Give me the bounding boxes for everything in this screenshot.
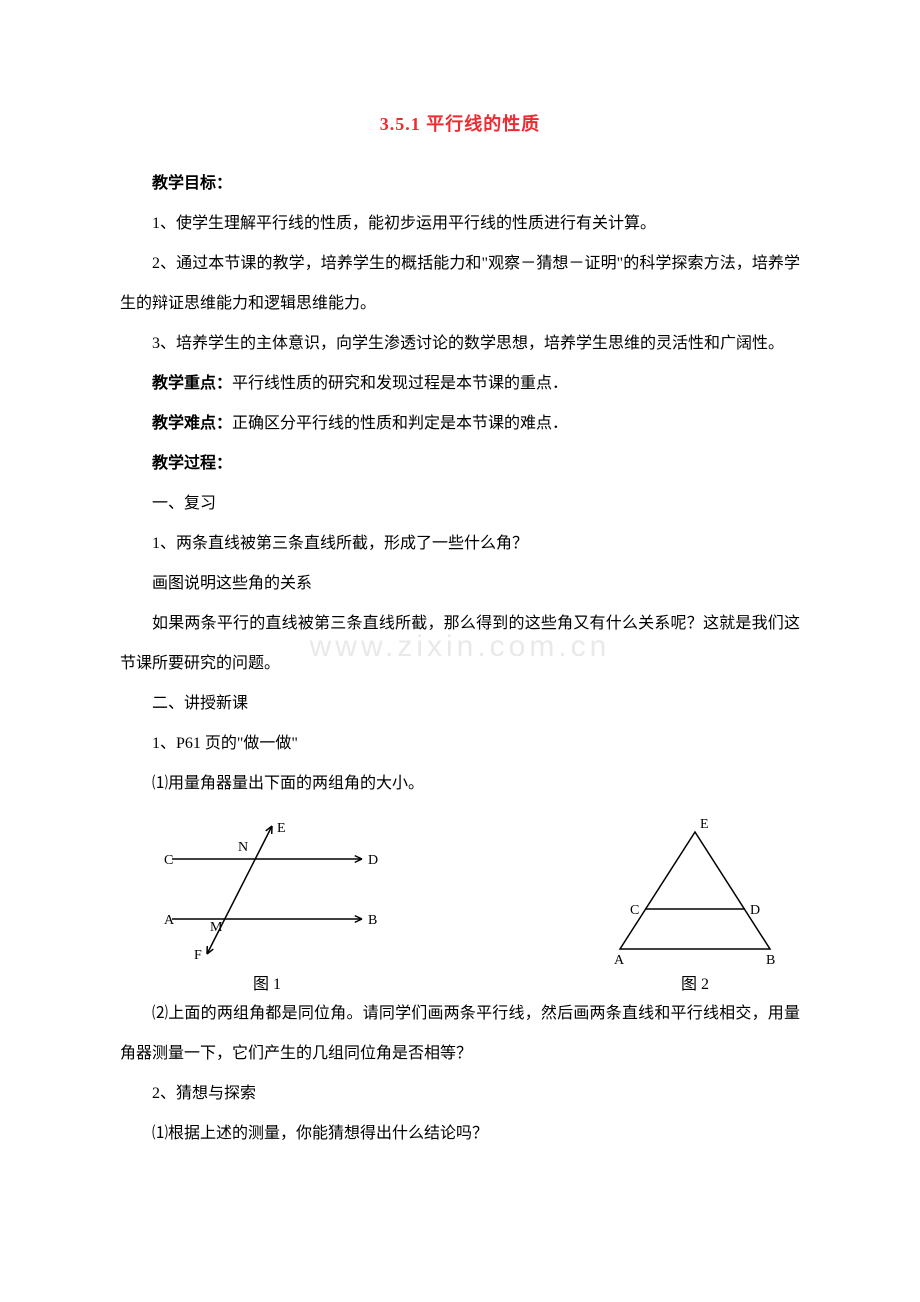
focus-line: 教学重点：平行线性质的研究和发现过程是本节课的重点．	[120, 364, 800, 404]
process-heading: 教学过程：	[120, 444, 800, 484]
content-area: 3.5.1 平行线的性质 教学目标： 1、使学生理解平行线的性质，能初步运用平行…	[120, 110, 800, 1154]
s1-q1: 1、两条直线被第三条直线所截，形成了一些什么角？	[120, 524, 800, 564]
figure-1-block: C D A B N M E F 图 1	[152, 814, 382, 994]
figure-1-caption: 图 1	[253, 970, 281, 994]
s1-p2: 如果两条平行的直线被第三条直线所截，那么得到的这些角又有什么关系呢？这就是我们这…	[120, 604, 800, 684]
s2-p1: 1、P61 页的"做一做"	[120, 724, 800, 764]
figure-2-block: A B E C D 图 2	[590, 814, 800, 994]
s2-p5: ⑴根据上述的测量，你能猜想得出什么结论吗？	[120, 1114, 800, 1154]
page-title: 3.5.1 平行线的性质	[120, 110, 800, 136]
section-2-heading: 二、讲授新课	[120, 684, 800, 724]
difficulty-text: 正确区分平行线的性质和判定是本节课的难点．	[232, 415, 568, 432]
svg-text:E: E	[700, 817, 709, 832]
goal-3: 3、培养学生的主体意识，向学生渗透讨论的数学思想，培养学生思维的灵活性和广阔性。	[120, 324, 800, 364]
difficulty-line: 教学难点：正确区分平行线的性质和判定是本节课的难点．	[120, 404, 800, 444]
s2-p3: ⑵上面的两组角都是同位角。请同学们画两条平行线，然后画两条直线和平行线相交，用量…	[120, 994, 800, 1074]
figure-2-caption: 图 2	[681, 970, 709, 994]
svg-text:A: A	[614, 953, 625, 964]
svg-text:B: B	[368, 913, 377, 928]
svg-text:M: M	[210, 920, 223, 935]
svg-text:N: N	[238, 840, 248, 855]
section-1-heading: 一、复习	[120, 484, 800, 524]
svg-text:A: A	[164, 913, 175, 928]
focus-label: 教学重点：	[152, 375, 232, 392]
svg-text:C: C	[164, 853, 173, 868]
s1-p1: 画图说明这些角的关系	[120, 564, 800, 604]
figures-row: C D A B N M E F 图 1 A B E C D 图 2	[152, 814, 800, 994]
goal-2: 2、通过本节课的教学，培养学生的概括能力和"观察－猜想－证明"的科学探索方法，培…	[120, 244, 800, 324]
s2-p2: ⑴用量角器量出下面的两组角的大小。	[120, 764, 800, 804]
s2-p4: 2、猜想与探索	[120, 1074, 800, 1114]
figure-1-svg: C D A B N M E F	[152, 814, 382, 964]
document-page: www.zixin.com.cn 3.5.1 平行线的性质 教学目标： 1、使学…	[0, 0, 920, 1214]
svg-text:B: B	[766, 953, 775, 964]
focus-text: 平行线性质的研究和发现过程是本节课的重点．	[232, 375, 568, 392]
goal-heading: 教学目标：	[120, 164, 800, 204]
svg-text:D: D	[368, 853, 378, 868]
svg-text:E: E	[277, 821, 286, 836]
svg-text:C: C	[630, 903, 639, 918]
figure-2-svg: A B E C D	[590, 814, 800, 964]
svg-text:F: F	[194, 948, 202, 963]
goal-1: 1、使学生理解平行线的性质，能初步运用平行线的性质进行有关计算。	[120, 204, 800, 244]
svg-text:D: D	[750, 903, 760, 918]
difficulty-label: 教学难点：	[152, 415, 232, 432]
